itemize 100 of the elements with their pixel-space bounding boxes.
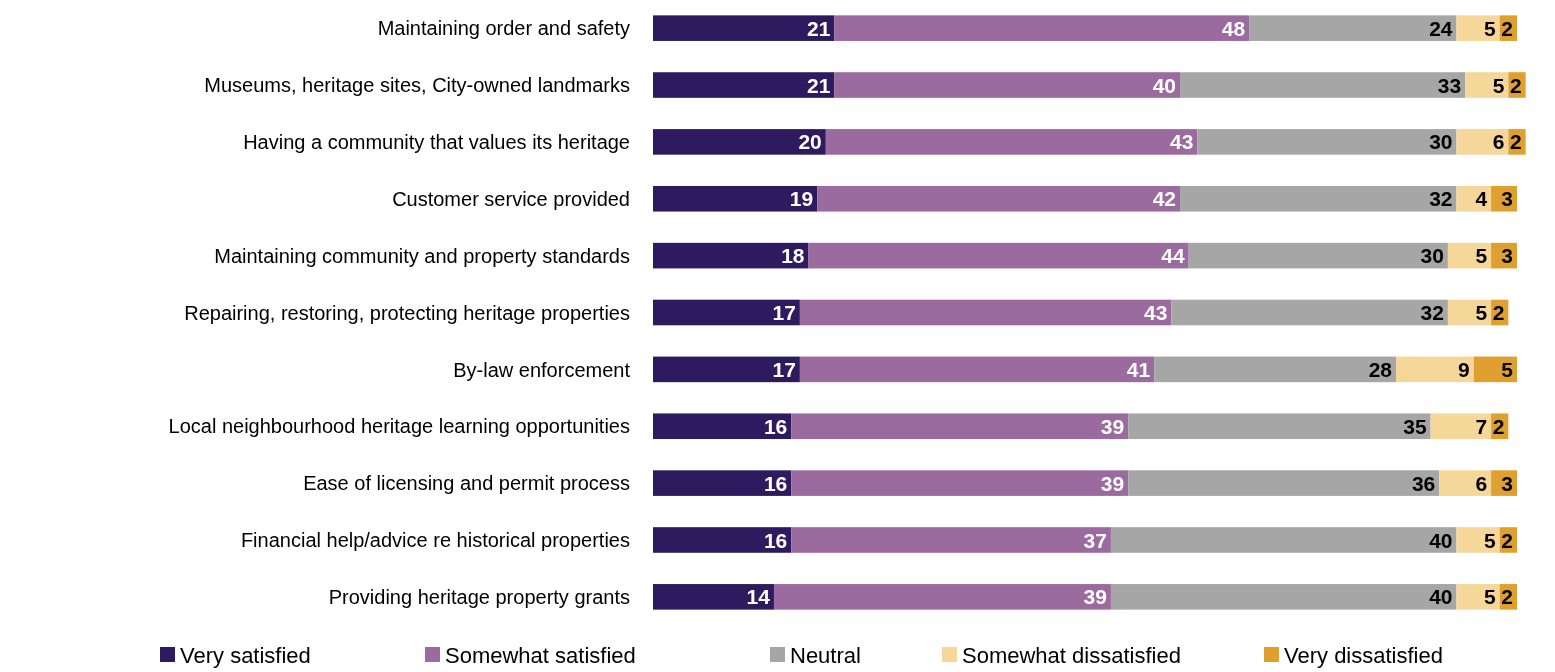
bar bbox=[1110, 527, 1457, 553]
bar bbox=[653, 72, 835, 98]
bar bbox=[1439, 470, 1492, 496]
bar bbox=[1128, 413, 1431, 440]
bar bbox=[1188, 242, 1448, 269]
bar bbox=[817, 185, 1181, 212]
bar bbox=[653, 299, 800, 326]
y-tick-label: Ease of licensing and permit process bbox=[303, 472, 630, 495]
y-tick-label: Customer service provided bbox=[392, 187, 630, 210]
bar bbox=[1456, 527, 1500, 553]
y-tick-label: Maintaining community and property standards bbox=[214, 244, 630, 267]
bar bbox=[791, 413, 1129, 440]
data-label: 9 bbox=[1458, 357, 1470, 381]
data-label: 20 bbox=[798, 130, 822, 154]
y-tick-label: Maintaining order and safety bbox=[377, 17, 630, 40]
y-tick-label: Financial help/advice re historical properties bbox=[240, 529, 630, 552]
bar bbox=[1456, 15, 1500, 41]
data-label: 14 bbox=[746, 585, 771, 609]
data-label: 2 bbox=[1509, 130, 1522, 154]
data-label: 42 bbox=[1152, 187, 1177, 211]
data-label: 40 bbox=[1152, 73, 1177, 97]
y-tick-label: Having a community that values its heritage bbox=[243, 131, 630, 154]
legend-label: Neutral bbox=[790, 642, 861, 668]
data-label: 2 bbox=[1501, 16, 1513, 40]
data-label: 6 bbox=[1492, 130, 1505, 154]
y-tick-label: Repairing, restoring, protecting heritage properties bbox=[184, 301, 630, 324]
data-label: 5 bbox=[1484, 528, 1497, 552]
bar bbox=[653, 584, 774, 610]
y-tick-label: Providing heritage property grants bbox=[328, 586, 630, 609]
data-label: 2 bbox=[1501, 585, 1513, 609]
data-label: 5 bbox=[1501, 357, 1514, 381]
data-label: 48 bbox=[1221, 16, 1246, 40]
data-label: 21 bbox=[807, 73, 831, 97]
bar bbox=[1465, 72, 1509, 98]
data-label: 5 bbox=[1484, 585, 1497, 609]
bar bbox=[791, 470, 1129, 496]
data-label: 6 bbox=[1475, 471, 1488, 495]
bar bbox=[1396, 356, 1474, 383]
legend-label: Somewhat satisfied bbox=[445, 642, 636, 668]
data-label: 41 bbox=[1126, 357, 1151, 381]
bar bbox=[653, 185, 818, 212]
data-label: 16 bbox=[763, 528, 788, 552]
bar bbox=[653, 15, 835, 41]
bar bbox=[653, 129, 826, 155]
bar bbox=[653, 413, 792, 440]
data-label: 39 bbox=[1100, 471, 1125, 495]
data-label: 2 bbox=[1501, 528, 1513, 552]
data-label: 21 bbox=[807, 16, 831, 40]
legend-label: Very dissatisfied bbox=[1284, 642, 1443, 668]
data-label: 32 bbox=[1429, 187, 1453, 211]
data-label: 2 bbox=[1492, 414, 1505, 438]
bar bbox=[653, 356, 800, 383]
data-label: 5 bbox=[1475, 244, 1488, 268]
data-label: 17 bbox=[772, 357, 796, 381]
bar bbox=[1180, 185, 1457, 212]
data-label: 30 bbox=[1429, 130, 1453, 154]
data-label: 37 bbox=[1083, 528, 1107, 552]
bar bbox=[1456, 129, 1509, 155]
bar bbox=[834, 72, 1181, 98]
y-tick-label: Museums, heritage sites, City-owned landmarks bbox=[204, 74, 630, 97]
bar bbox=[773, 584, 1111, 610]
bar bbox=[1110, 584, 1457, 610]
bar bbox=[653, 470, 792, 496]
bar bbox=[834, 15, 1250, 41]
bar bbox=[1249, 15, 1457, 41]
data-label: 4 bbox=[1475, 187, 1488, 211]
data-label: 33 bbox=[1437, 73, 1462, 97]
y-tick-label: Local neighbourhood heritage learning opportunities bbox=[168, 415, 630, 438]
data-label: 16 bbox=[763, 414, 788, 438]
bar bbox=[653, 527, 792, 553]
data-label: 39 bbox=[1100, 414, 1125, 438]
data-label: 2 bbox=[1509, 73, 1522, 97]
bar bbox=[1430, 413, 1492, 440]
data-label: 44 bbox=[1161, 244, 1185, 268]
data-label: 3 bbox=[1501, 187, 1513, 211]
legend-label: Somewhat dissatisfied bbox=[962, 642, 1181, 668]
data-label: 19 bbox=[789, 187, 814, 211]
bar bbox=[808, 242, 1189, 269]
data-label: 5 bbox=[1492, 73, 1505, 97]
bar bbox=[791, 527, 1111, 553]
bar bbox=[799, 356, 1155, 383]
data-label: 39 bbox=[1083, 585, 1107, 609]
data-label: 5 bbox=[1475, 301, 1488, 325]
data-label: 28 bbox=[1368, 357, 1393, 381]
bar bbox=[1197, 129, 1457, 155]
data-label: 7 bbox=[1475, 414, 1488, 438]
bar bbox=[1180, 72, 1466, 98]
data-label: 35 bbox=[1403, 414, 1427, 438]
bar bbox=[799, 299, 1172, 326]
data-label: 40 bbox=[1429, 528, 1453, 552]
data-label: 16 bbox=[763, 471, 788, 495]
bar bbox=[1171, 299, 1448, 326]
data-label: 32 bbox=[1420, 301, 1444, 325]
data-label: 2 bbox=[1492, 301, 1505, 325]
data-label: 43 bbox=[1169, 130, 1194, 154]
data-label: 40 bbox=[1429, 585, 1453, 609]
data-label: 5 bbox=[1484, 16, 1497, 40]
data-label: 43 bbox=[1144, 301, 1168, 325]
data-label: 30 bbox=[1420, 244, 1444, 268]
y-tick-label: By-law enforcement bbox=[453, 358, 631, 381]
